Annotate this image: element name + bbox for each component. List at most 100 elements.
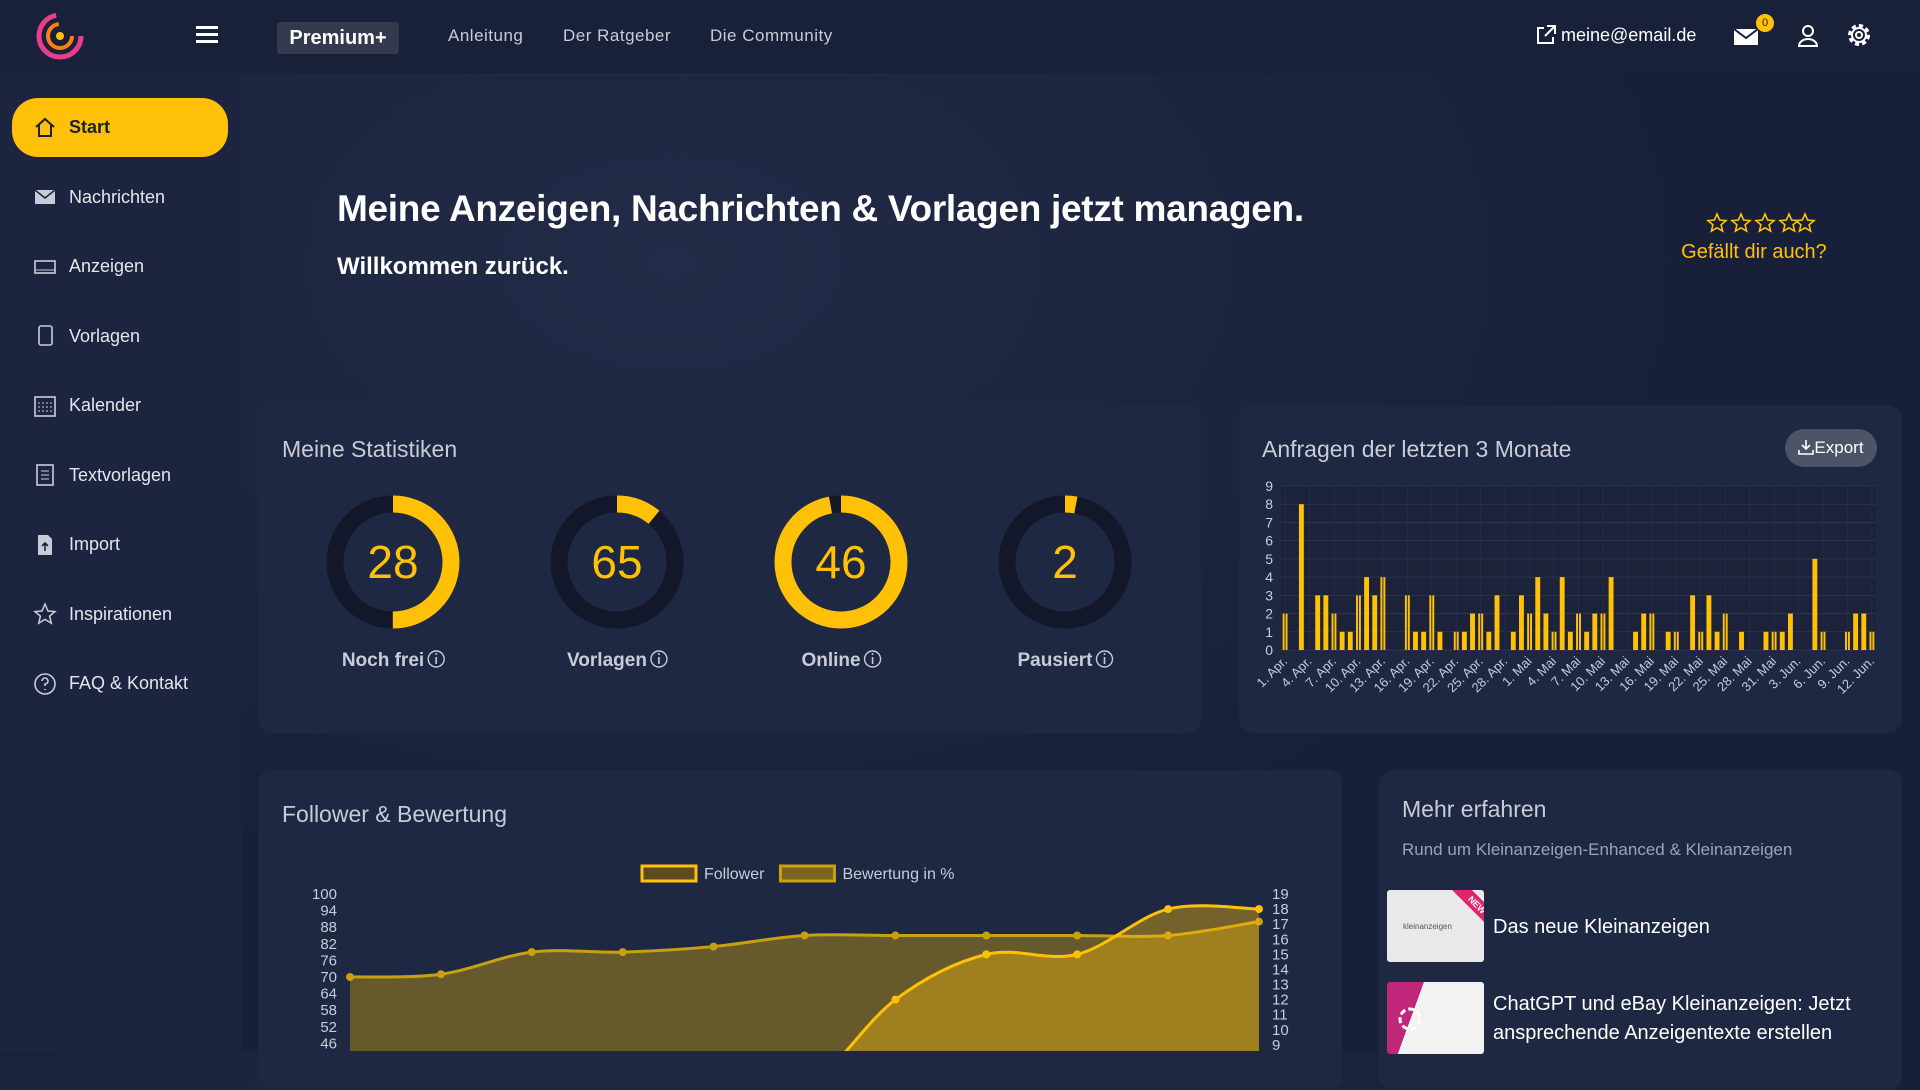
menu-item[interactable]: Textvorlagen bbox=[12, 446, 228, 505]
y-tick-label: 52 bbox=[320, 1019, 337, 1036]
bar bbox=[1461, 631, 1467, 650]
gauge-label: Noch frei bbox=[342, 650, 424, 671]
article-title[interactable]: Das neue Kleinanzeigen bbox=[1493, 916, 1710, 938]
article-thumbnail[interactable]: kleinanzeigen NEW bbox=[1387, 890, 1484, 962]
info-icon-dot bbox=[871, 653, 874, 655]
info-icon bbox=[863, 650, 882, 668]
y-tick-label: 4 bbox=[1265, 569, 1273, 585]
bar bbox=[1323, 595, 1329, 650]
bar bbox=[1714, 631, 1720, 650]
nav-link[interactable]: Anleitung bbox=[448, 26, 524, 45]
bar bbox=[1315, 595, 1321, 650]
menu-label[interactable]: Anzeigen bbox=[69, 256, 145, 276]
menu-item[interactable]: Anzeigen bbox=[12, 237, 228, 296]
menu-item[interactable]: Vorlagen bbox=[12, 307, 228, 366]
menu-icon bbox=[38, 534, 52, 555]
menu-item[interactable]: Kalender bbox=[12, 376, 228, 435]
menu-item[interactable]: Nachrichten bbox=[12, 168, 228, 227]
menu-label[interactable]: Textvorlagen bbox=[69, 464, 172, 485]
legend-swatch bbox=[640, 864, 698, 883]
bar bbox=[1641, 613, 1647, 650]
menu-icon bbox=[38, 325, 53, 346]
y2-tick-label: 10 bbox=[1272, 1022, 1289, 1039]
user-icon[interactable] bbox=[1797, 24, 1819, 48]
y2-tick-label: 15 bbox=[1272, 946, 1289, 963]
bar bbox=[1543, 613, 1549, 650]
account-email[interactable]: meine@email.de bbox=[1561, 25, 1697, 45]
menu-label[interactable]: Import bbox=[69, 534, 121, 554]
area bbox=[846, 905, 1259, 1051]
chatgpt-logo bbox=[1398, 1007, 1422, 1031]
export-button[interactable]: Export bbox=[1785, 429, 1877, 467]
menu-label[interactable]: Nachrichten bbox=[69, 186, 166, 207]
bar bbox=[1347, 631, 1353, 650]
menu-item[interactable]: FAQ & Kontakt bbox=[12, 654, 228, 713]
line bbox=[844, 904, 1260, 1051]
logo[interactable] bbox=[34, 6, 86, 64]
menu-label[interactable]: Vorlagen bbox=[69, 325, 141, 346]
menu-label[interactable]: Inspirationen bbox=[69, 603, 173, 624]
stats-card bbox=[258, 405, 1201, 733]
y-tick-label: 94 bbox=[320, 903, 337, 920]
bar bbox=[1364, 577, 1370, 650]
menu-icon bbox=[34, 259, 56, 274]
point bbox=[982, 931, 991, 940]
bar bbox=[1486, 631, 1492, 650]
article-thumbnail[interactable] bbox=[1387, 982, 1484, 1054]
point bbox=[527, 948, 536, 957]
settings-icon[interactable] bbox=[1845, 21, 1873, 49]
menu-icon bbox=[34, 395, 56, 417]
bar bbox=[1608, 577, 1614, 650]
thumb-text: kleinanzeigen bbox=[1403, 922, 1452, 931]
gauge-arc bbox=[998, 495, 1132, 629]
nav-link[interactable]: Der Ratgeber bbox=[563, 26, 672, 45]
menu-item[interactable]: Import bbox=[12, 515, 228, 574]
y-tick-label: 76 bbox=[320, 952, 337, 969]
bar bbox=[1739, 631, 1744, 650]
bar bbox=[1690, 595, 1696, 650]
nav-link[interactable]: Die Community bbox=[710, 26, 833, 45]
rating-stars[interactable] bbox=[1706, 212, 1816, 234]
y2-tick-label: 11 bbox=[1272, 1007, 1288, 1024]
y-tick-label: 82 bbox=[320, 936, 337, 953]
point bbox=[1164, 905, 1173, 914]
bar bbox=[1559, 577, 1565, 650]
point bbox=[982, 950, 991, 959]
menu-item[interactable]: Start bbox=[12, 98, 228, 157]
export-label[interactable]: Export bbox=[1814, 438, 1864, 457]
info-icon bbox=[650, 650, 668, 668]
point bbox=[1255, 905, 1263, 914]
gauge-value: 28 bbox=[367, 536, 418, 588]
bar bbox=[1592, 613, 1598, 650]
bar bbox=[1787, 613, 1793, 650]
point bbox=[709, 942, 718, 951]
y-tick-label: 64 bbox=[320, 986, 337, 1003]
point bbox=[1255, 917, 1263, 926]
y-tick-label: 7 bbox=[1265, 514, 1273, 530]
y-tick-label: 5 bbox=[1265, 551, 1273, 567]
article-title[interactable]: ChatGPT und eBay Kleinanzeigen: Jetzt an… bbox=[1493, 993, 1851, 1044]
point bbox=[1164, 931, 1173, 940]
bar bbox=[1706, 595, 1712, 650]
menu-label[interactable]: Start bbox=[69, 117, 111, 137]
menu-label[interactable]: Kalender bbox=[69, 395, 142, 415]
gauge-label: Pausiert bbox=[1018, 650, 1094, 671]
y2-tick-label: 13 bbox=[1272, 977, 1289, 994]
menu-toggle[interactable] bbox=[196, 25, 218, 45]
hero-title: Meine Anzeigen, Nachrichten & Vorlagen j… bbox=[337, 188, 1304, 229]
y2-tick-label: 9 bbox=[1272, 1037, 1280, 1051]
menu-label[interactable]: FAQ & Kontakt bbox=[69, 673, 189, 693]
gauge-arc bbox=[550, 495, 684, 629]
bar bbox=[1812, 558, 1818, 650]
bar bbox=[1763, 631, 1769, 650]
y-tick-label: 88 bbox=[320, 919, 337, 936]
mail-icon[interactable] bbox=[1733, 22, 1761, 48]
y2-tick-label: 16 bbox=[1272, 931, 1289, 948]
point bbox=[891, 995, 900, 1004]
rating-prompt[interactable]: Gefällt dir auch? bbox=[1681, 241, 1827, 263]
point bbox=[618, 948, 627, 957]
y2-tick-label: 19 bbox=[1272, 886, 1289, 903]
menu-item[interactable]: Inspirationen bbox=[12, 585, 228, 644]
